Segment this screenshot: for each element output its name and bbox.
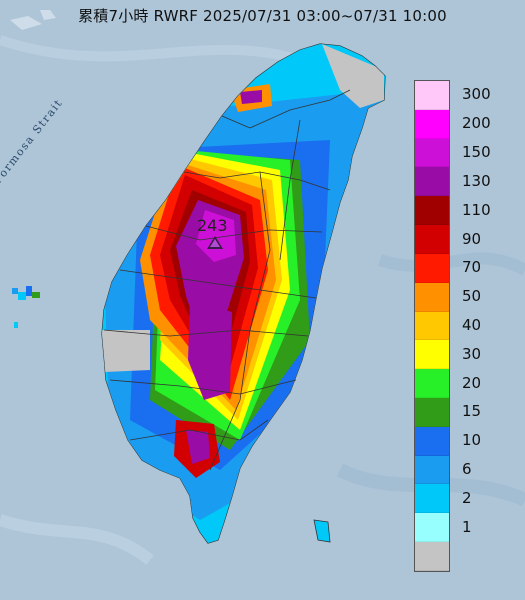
legend-swatch bbox=[415, 484, 449, 514]
legend-swatch bbox=[415, 513, 449, 542]
legend-swatch bbox=[415, 253, 449, 283]
legend-label: 6 bbox=[462, 460, 472, 479]
legend-swatch bbox=[415, 81, 449, 110]
peak-rainfall-value: 243 bbox=[197, 216, 228, 235]
legend-swatch bbox=[415, 282, 449, 312]
legend-label: 130 bbox=[462, 171, 491, 190]
map-title: 累積7小時 RWRF 2025/07/31 03:00~07/31 10:00 bbox=[78, 7, 447, 25]
legend-swatch bbox=[415, 369, 449, 398]
legend-swatch bbox=[415, 225, 449, 254]
color-scale-legend bbox=[414, 80, 450, 572]
legend-label: 40 bbox=[462, 316, 482, 334]
legend-swatch bbox=[415, 167, 449, 197]
legend-swatch bbox=[415, 455, 449, 485]
legend-label: 300 bbox=[462, 85, 491, 104]
legend-label: 200 bbox=[462, 114, 491, 133]
legend-label: 1 bbox=[462, 517, 472, 536]
legend-label: 110 bbox=[462, 200, 491, 219]
legend-swatch bbox=[415, 109, 449, 139]
legend-swatch bbox=[415, 340, 449, 370]
orchid-island bbox=[313, 519, 331, 543]
county-boundaries bbox=[103, 89, 351, 471]
legend-swatch bbox=[415, 542, 449, 571]
legend-label: 15 bbox=[462, 402, 482, 421]
legend-label: 90 bbox=[462, 229, 482, 248]
legend-swatch bbox=[415, 196, 449, 226]
legend-label: 10 bbox=[462, 431, 482, 450]
legend-label: 70 bbox=[462, 258, 482, 277]
legend-label: 2 bbox=[462, 488, 472, 507]
legend-swatch bbox=[415, 138, 449, 168]
legend-label: 50 bbox=[462, 287, 482, 306]
penghu-islands bbox=[12, 286, 40, 328]
legend-swatch bbox=[415, 397, 449, 427]
legend-label: 150 bbox=[462, 143, 491, 162]
triangle-marker-icon bbox=[207, 236, 223, 249]
legend-swatch bbox=[415, 311, 449, 341]
legend-label: 30 bbox=[462, 344, 482, 363]
legend-label: 20 bbox=[462, 373, 482, 392]
legend-swatch bbox=[415, 426, 449, 456]
